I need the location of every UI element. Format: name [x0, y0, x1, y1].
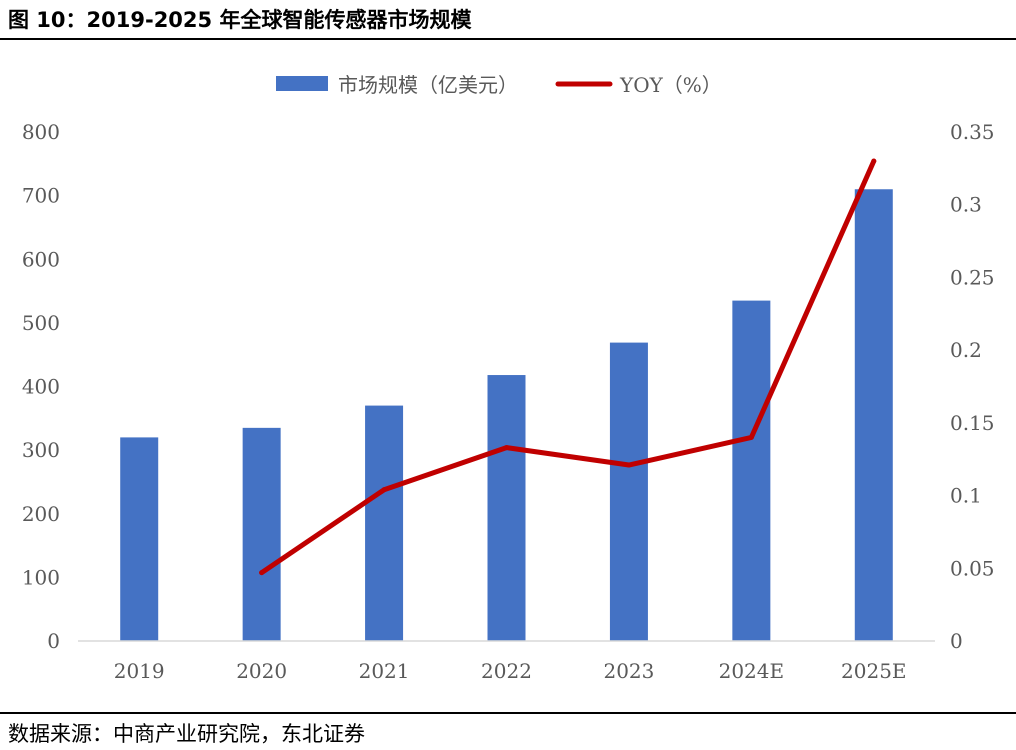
right-tick-label: 0	[950, 629, 963, 653]
x-tick-label: 2024E	[719, 659, 785, 683]
x-tick-label: 2019	[114, 659, 165, 683]
bar	[120, 437, 159, 641]
yoy-point	[259, 570, 265, 576]
right-tick-label: 0.05	[950, 556, 995, 580]
left-tick-label: 300	[22, 438, 60, 462]
yoy-point	[871, 158, 877, 164]
bar	[365, 405, 404, 641]
right-tick-label: 0.1	[950, 484, 982, 508]
bar	[732, 300, 771, 641]
x-axis: 2019 2020 2021 2022 2023 2024E 2025E	[114, 659, 907, 683]
top-rule	[0, 38, 1016, 40]
yoy-point	[504, 445, 509, 451]
line-series	[259, 158, 877, 576]
bar	[609, 342, 648, 641]
legend: 市场规模（亿美元） YOY（%）	[276, 73, 722, 97]
legend-bar-label: 市场规模（亿美元）	[338, 73, 518, 97]
left-tick-label: 100	[22, 565, 60, 589]
legend-bar-swatch	[276, 76, 328, 91]
yoy-point	[381, 487, 387, 493]
left-tick-label: 200	[22, 502, 60, 526]
figure-title: 图 10：2019-2025 年全球智能传感器市场规模	[8, 8, 472, 32]
x-tick-label: 2022	[481, 659, 532, 683]
x-tick-label: 2021	[359, 659, 410, 683]
bar	[854, 189, 893, 641]
x-tick-label: 2023	[603, 659, 654, 683]
yoy-point	[626, 462, 632, 468]
source-note: 数据来源：中商产业研究院，东北证券	[8, 722, 365, 746]
bar	[242, 427, 281, 641]
chart: 市场规模（亿美元） YOY（%） 0 100 200 300 400 500 600 700 80…	[22, 73, 995, 683]
right-axis: 0 0.05 0.1 0.15 0.2 0.25 0.3 0.35	[950, 120, 995, 653]
left-tick-label: 700	[22, 184, 60, 208]
left-tick-label: 800	[22, 120, 60, 144]
right-tick-label: 0.35	[950, 120, 995, 144]
left-tick-label: 400	[22, 375, 60, 399]
bar-series	[120, 189, 893, 641]
left-axis: 0 100 200 300 400 500 600 700 800	[22, 120, 60, 653]
x-tick-label: 2020	[236, 659, 287, 683]
bottom-rule	[0, 712, 1016, 714]
right-tick-label: 0.25	[950, 265, 995, 289]
right-tick-label: 0.15	[950, 411, 995, 435]
yoy-point	[748, 434, 754, 440]
right-tick-label: 0.2	[950, 338, 982, 362]
yoy-line-path	[259, 158, 877, 576]
left-tick-label: 0	[47, 629, 60, 653]
x-tick-label: 2025E	[841, 659, 907, 683]
bar	[487, 375, 526, 641]
right-tick-label: 0.3	[950, 193, 982, 217]
legend-line-label: YOY（%）	[619, 73, 722, 97]
left-tick-label: 600	[22, 247, 60, 271]
left-tick-label: 500	[22, 311, 60, 335]
